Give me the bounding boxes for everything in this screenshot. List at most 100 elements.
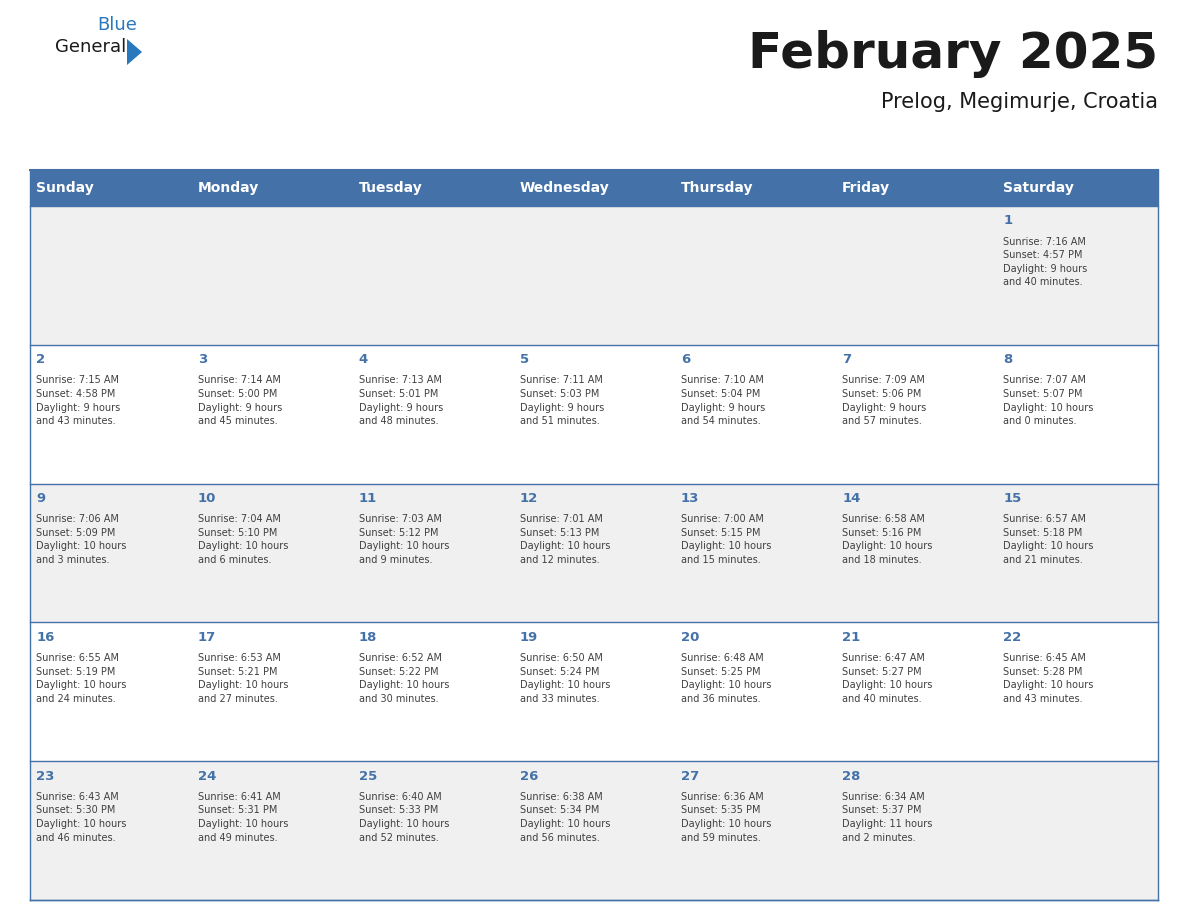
Text: Sunrise: 6:57 AM
Sunset: 5:18 PM
Daylight: 10 hours
and 21 minutes.: Sunrise: 6:57 AM Sunset: 5:18 PM Dayligh… [1004,514,1094,565]
Text: Friday: Friday [842,181,890,195]
Text: 17: 17 [197,631,216,644]
Bar [191,622,353,761]
Bar [30,622,191,761]
Text: 10: 10 [197,492,216,505]
Bar [353,345,513,484]
Text: Sunrise: 7:07 AM
Sunset: 5:07 PM
Daylight: 10 hours
and 0 minutes.: Sunrise: 7:07 AM Sunset: 5:07 PM Dayligh… [1004,375,1094,426]
Bar [997,170,1158,206]
Text: Sunrise: 6:48 AM
Sunset: 5:25 PM
Daylight: 10 hours
and 36 minutes.: Sunrise: 6:48 AM Sunset: 5:25 PM Dayligh… [681,653,771,704]
Text: Saturday: Saturday [1004,181,1074,195]
Text: Sunrise: 6:55 AM
Sunset: 5:19 PM
Daylight: 10 hours
and 24 minutes.: Sunrise: 6:55 AM Sunset: 5:19 PM Dayligh… [37,653,127,704]
Text: Sunrise: 6:47 AM
Sunset: 5:27 PM
Daylight: 10 hours
and 40 minutes.: Sunrise: 6:47 AM Sunset: 5:27 PM Dayligh… [842,653,933,704]
Bar [353,206,513,345]
Text: Sunrise: 6:52 AM
Sunset: 5:22 PM
Daylight: 10 hours
and 30 minutes.: Sunrise: 6:52 AM Sunset: 5:22 PM Dayligh… [359,653,449,704]
Text: 5: 5 [520,353,529,366]
Bar [513,484,675,622]
Bar [191,761,353,900]
Text: 22: 22 [1004,631,1022,644]
Bar [30,484,191,622]
Bar [191,170,353,206]
Text: Sunrise: 7:00 AM
Sunset: 5:15 PM
Daylight: 10 hours
and 15 minutes.: Sunrise: 7:00 AM Sunset: 5:15 PM Dayligh… [681,514,771,565]
Text: Monday: Monday [197,181,259,195]
Text: 23: 23 [37,769,55,782]
Bar [513,761,675,900]
Text: Sunrise: 6:34 AM
Sunset: 5:37 PM
Daylight: 11 hours
and 2 minutes.: Sunrise: 6:34 AM Sunset: 5:37 PM Dayligh… [842,791,933,843]
Bar [675,206,835,345]
Text: Sunrise: 6:53 AM
Sunset: 5:21 PM
Daylight: 10 hours
and 27 minutes.: Sunrise: 6:53 AM Sunset: 5:21 PM Dayligh… [197,653,287,704]
Text: Sunday: Sunday [37,181,94,195]
Text: 21: 21 [842,631,860,644]
Text: 28: 28 [842,769,860,782]
Bar [353,170,513,206]
Text: Sunrise: 7:04 AM
Sunset: 5:10 PM
Daylight: 10 hours
and 6 minutes.: Sunrise: 7:04 AM Sunset: 5:10 PM Dayligh… [197,514,287,565]
Text: 11: 11 [359,492,377,505]
Bar [675,484,835,622]
Bar [191,206,353,345]
Text: February 2025: February 2025 [748,30,1158,78]
Text: 14: 14 [842,492,860,505]
Text: 20: 20 [681,631,700,644]
Bar [30,206,191,345]
Text: 13: 13 [681,492,700,505]
Bar [513,622,675,761]
Text: 12: 12 [520,492,538,505]
Text: 16: 16 [37,631,55,644]
Bar [30,761,191,900]
Text: Sunrise: 7:01 AM
Sunset: 5:13 PM
Daylight: 10 hours
and 12 minutes.: Sunrise: 7:01 AM Sunset: 5:13 PM Dayligh… [520,514,611,565]
Text: Sunrise: 7:09 AM
Sunset: 5:06 PM
Daylight: 9 hours
and 57 minutes.: Sunrise: 7:09 AM Sunset: 5:06 PM Dayligh… [842,375,927,426]
Text: 27: 27 [681,769,700,782]
Polygon shape [127,39,143,65]
Bar [513,345,675,484]
Bar [353,484,513,622]
Text: 9: 9 [37,492,45,505]
Bar [675,345,835,484]
Text: 3: 3 [197,353,207,366]
Bar [997,345,1158,484]
Text: Sunrise: 7:15 AM
Sunset: 4:58 PM
Daylight: 9 hours
and 43 minutes.: Sunrise: 7:15 AM Sunset: 4:58 PM Dayligh… [37,375,121,426]
Bar [835,170,997,206]
Text: General: General [55,38,126,56]
Text: 19: 19 [520,631,538,644]
Text: Blue: Blue [97,16,137,34]
Text: 18: 18 [359,631,377,644]
Text: 8: 8 [1004,353,1012,366]
Text: Wednesday: Wednesday [520,181,609,195]
Bar [997,484,1158,622]
Bar [997,761,1158,900]
Text: 15: 15 [1004,492,1022,505]
Text: Sunrise: 6:45 AM
Sunset: 5:28 PM
Daylight: 10 hours
and 43 minutes.: Sunrise: 6:45 AM Sunset: 5:28 PM Dayligh… [1004,653,1094,704]
Text: Sunrise: 7:13 AM
Sunset: 5:01 PM
Daylight: 9 hours
and 48 minutes.: Sunrise: 7:13 AM Sunset: 5:01 PM Dayligh… [359,375,443,426]
Text: Sunrise: 6:40 AM
Sunset: 5:33 PM
Daylight: 10 hours
and 52 minutes.: Sunrise: 6:40 AM Sunset: 5:33 PM Dayligh… [359,791,449,843]
Bar [191,484,353,622]
Text: Sunrise: 6:50 AM
Sunset: 5:24 PM
Daylight: 10 hours
and 33 minutes.: Sunrise: 6:50 AM Sunset: 5:24 PM Dayligh… [520,653,611,704]
Text: Sunrise: 7:03 AM
Sunset: 5:12 PM
Daylight: 10 hours
and 9 minutes.: Sunrise: 7:03 AM Sunset: 5:12 PM Dayligh… [359,514,449,565]
Bar [191,345,353,484]
Text: 26: 26 [520,769,538,782]
Bar [835,345,997,484]
Text: Sunrise: 7:16 AM
Sunset: 4:57 PM
Daylight: 9 hours
and 40 minutes.: Sunrise: 7:16 AM Sunset: 4:57 PM Dayligh… [1004,237,1087,287]
Bar [835,622,997,761]
Text: 24: 24 [197,769,216,782]
Bar [675,761,835,900]
Text: 4: 4 [359,353,368,366]
Bar [353,622,513,761]
Text: 25: 25 [359,769,377,782]
Text: 1: 1 [1004,214,1012,228]
Bar [835,484,997,622]
Text: 6: 6 [681,353,690,366]
Bar [513,170,675,206]
Bar [30,345,191,484]
Bar [675,622,835,761]
Text: Sunrise: 7:11 AM
Sunset: 5:03 PM
Daylight: 9 hours
and 51 minutes.: Sunrise: 7:11 AM Sunset: 5:03 PM Dayligh… [520,375,605,426]
Text: Prelog, Megimurje, Croatia: Prelog, Megimurje, Croatia [881,92,1158,112]
Bar [353,761,513,900]
Text: Tuesday: Tuesday [359,181,423,195]
Text: Sunrise: 6:43 AM
Sunset: 5:30 PM
Daylight: 10 hours
and 46 minutes.: Sunrise: 6:43 AM Sunset: 5:30 PM Dayligh… [37,791,127,843]
Text: 2: 2 [37,353,45,366]
Text: Thursday: Thursday [681,181,753,195]
Bar [835,761,997,900]
Text: Sunrise: 6:58 AM
Sunset: 5:16 PM
Daylight: 10 hours
and 18 minutes.: Sunrise: 6:58 AM Sunset: 5:16 PM Dayligh… [842,514,933,565]
Text: Sunrise: 6:41 AM
Sunset: 5:31 PM
Daylight: 10 hours
and 49 minutes.: Sunrise: 6:41 AM Sunset: 5:31 PM Dayligh… [197,791,287,843]
Text: Sunrise: 6:36 AM
Sunset: 5:35 PM
Daylight: 10 hours
and 59 minutes.: Sunrise: 6:36 AM Sunset: 5:35 PM Dayligh… [681,791,771,843]
Bar [675,170,835,206]
